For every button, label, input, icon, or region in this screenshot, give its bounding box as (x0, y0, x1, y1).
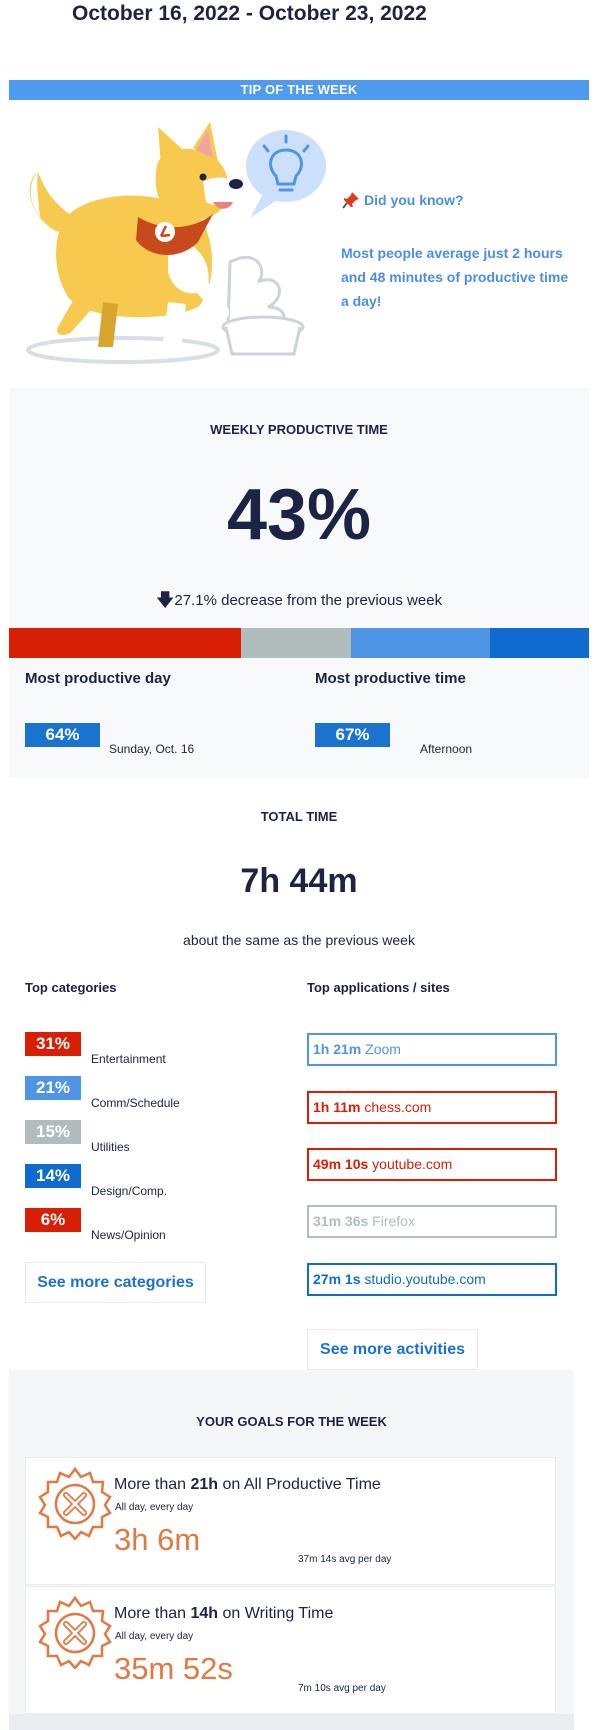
productivity-bar-segment-productive (351, 628, 491, 658)
goal-suffix: on All Productive Time (218, 1476, 381, 1493)
goal-heading: More than 14h on Writing Time (114, 1605, 333, 1623)
productivity-bar-segment-neutral (241, 628, 352, 658)
corgi-illustration (26, 122, 326, 364)
category-row: 21% Comm/Schedule (25, 1076, 285, 1116)
category-row: 31% Entertainment (25, 1032, 285, 1072)
productivity-bar-segment-very-productive (490, 628, 589, 658)
total-time-title: TOTAL TIME (260, 809, 338, 824)
goal-prefix: More than (114, 1605, 191, 1622)
did-you-know-label: Did you know? (364, 192, 464, 208)
most-productive-time-badge: 67% (315, 723, 390, 747)
app-time: 27m 1s (313, 1271, 361, 1287)
category-name: News/Opinion (91, 1228, 166, 1242)
app-item[interactable]: 31m 36s Firefox (307, 1205, 557, 1238)
category-percent: 14% (25, 1164, 81, 1188)
weekly-change: 🡇27.1% decrease from the previous week (9, 588, 589, 618)
app-name: Firefox (372, 1213, 415, 1229)
app-time: 1h 21m (313, 1041, 362, 1057)
pushpin-icon (342, 192, 359, 209)
most-productive-time-label: Most productive time (315, 670, 466, 687)
goal-average: 7m 10s avg per day (298, 1683, 386, 1694)
tip-of-week-banner: TIP OF THE WEEK (9, 80, 589, 100)
goal-average: 37m 14s avg per day (298, 1554, 392, 1565)
goal-value: 35m 52s (114, 1651, 233, 1686)
see-more-activities-button[interactable]: See more activities (307, 1329, 478, 1370)
tip-text: Most people average just 2 hours and 48 … (341, 245, 569, 309)
app-name: Zoom (365, 1041, 401, 1057)
top-apps-title: Top applications / sites (307, 980, 450, 995)
app-time: 1h 11m (313, 1099, 361, 1115)
app-name: studio.youtube.com (364, 1271, 486, 1287)
total-time-comparison: about the same as the previous week (183, 932, 415, 948)
most-productive-day-value: Sunday, Oct. 16 (109, 742, 195, 756)
most-productive-day-badge: 64% (25, 723, 100, 747)
category-name: Entertainment (91, 1052, 166, 1066)
productivity-bar-segment-very-distracting (9, 628, 241, 658)
category-percent: 31% (25, 1032, 81, 1056)
did-you-know-heading: Did you know? (342, 191, 464, 209)
category-percent: 15% (25, 1120, 81, 1144)
app-item[interactable]: 1h 21m Zoom (307, 1033, 557, 1066)
top-categories-title: Top categories (25, 980, 117, 995)
category-percent: 21% (25, 1076, 81, 1100)
date-range-title: October 16, 2022 - October 23, 2022 (72, 2, 427, 25)
goal-failed-icon (38, 1466, 112, 1540)
goal-heading: More than 21h on All Productive Time (114, 1476, 381, 1494)
app-time: 49m 10s (313, 1156, 369, 1172)
goal-schedule: All day, every day (115, 1631, 194, 1642)
most-productive-time-value: Afternoon (420, 742, 473, 756)
category-percent: 6% (25, 1208, 81, 1232)
category-name: Utilities (91, 1140, 130, 1154)
weekly-productive-percent: 43% (226, 475, 372, 555)
category-name: Comm/Schedule (91, 1096, 180, 1110)
productivity-bar (9, 628, 589, 658)
app-item[interactable]: 27m 1s studio.youtube.com (307, 1263, 557, 1296)
weekly-productive-title: WEEKLY PRODUCTIVE TIME (210, 422, 388, 437)
goal-amount: 21h (190, 1476, 219, 1493)
app-item[interactable]: 1h 11m chess.com (307, 1091, 557, 1124)
app-name: youtube.com (372, 1156, 453, 1172)
app-time: 31m 36s (313, 1213, 369, 1229)
weekly-change-text: 27.1% decrease from the previous week (174, 592, 443, 609)
category-row: 15% Utilities (25, 1120, 285, 1160)
goal-prefix: More than (114, 1476, 191, 1493)
app-name: chess.com (364, 1099, 432, 1115)
goal-suffix: on Writing Time (218, 1605, 334, 1622)
see-more-categories-button[interactable]: See more categories (25, 1262, 206, 1303)
weekly-productive-section (9, 388, 589, 778)
total-time-value: 7h 44m (240, 862, 358, 900)
goal-value: 3h 6m (114, 1522, 201, 1557)
category-row: 6% News/Opinion (25, 1208, 285, 1248)
arrow-down-icon: 🡇 (155, 590, 175, 610)
goal-card[interactable]: More than 14h on Writing Time All day, e… (25, 1586, 556, 1714)
category-name: Design/Comp. (91, 1184, 168, 1198)
goal-schedule: All day, every day (115, 1502, 194, 1513)
footer-divider (9, 1714, 574, 1730)
goal-failed-icon (38, 1595, 112, 1669)
most-productive-day-label: Most productive day (25, 670, 171, 687)
goal-card[interactable]: More than 21h on All Productive Time All… (25, 1457, 556, 1585)
app-item[interactable]: 49m 10s youtube.com (307, 1148, 557, 1181)
category-row: 14% Design/Comp. (25, 1164, 285, 1204)
goal-amount: 14h (190, 1605, 219, 1622)
goals-title: YOUR GOALS FOR THE WEEK (196, 1414, 387, 1429)
